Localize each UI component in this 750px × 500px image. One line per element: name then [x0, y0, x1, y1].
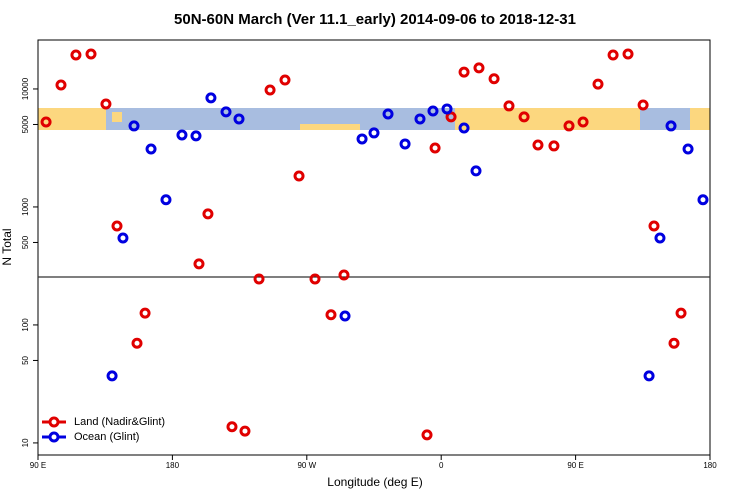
data-point — [233, 113, 245, 125]
data-point — [111, 220, 123, 232]
data-point — [160, 194, 172, 206]
y-tick-label: 10000 — [21, 77, 30, 100]
data-point — [131, 337, 143, 349]
data-point — [190, 130, 202, 142]
data-point — [106, 370, 118, 382]
data-point — [622, 48, 634, 60]
map-band — [38, 108, 710, 130]
data-point — [128, 120, 140, 132]
y-tick-label: 100 — [21, 318, 30, 332]
data-point — [637, 99, 649, 111]
data-point — [675, 307, 687, 319]
data-point — [293, 170, 305, 182]
data-point — [458, 122, 470, 134]
data-point — [40, 116, 52, 128]
data-point — [325, 309, 337, 321]
legend-marker — [48, 431, 60, 443]
data-point — [427, 105, 439, 117]
data-point — [563, 120, 575, 132]
x-tick-label: 0 — [439, 461, 444, 470]
x-tick-label: 90 W — [297, 461, 316, 470]
data-point — [473, 62, 485, 74]
data-point — [55, 79, 67, 91]
y-tick-label: 5000 — [21, 115, 30, 133]
data-point — [445, 111, 457, 123]
data-point — [421, 429, 433, 441]
y-tick-label: 500 — [21, 235, 30, 249]
y-tick-label: 1000 — [21, 197, 30, 215]
y-axis-label: N Total — [0, 228, 14, 265]
data-point — [117, 232, 129, 244]
y-tick-label: 10 — [21, 438, 30, 447]
data-point — [441, 103, 453, 115]
legend-label: Ocean (Glint) — [74, 431, 139, 443]
data-point — [399, 138, 411, 150]
data-point — [139, 307, 151, 319]
plot-frame — [37, 39, 711, 456]
data-point — [648, 220, 660, 232]
data-point — [668, 337, 680, 349]
data-point — [532, 139, 544, 151]
data-point — [368, 127, 380, 139]
data-point — [414, 113, 426, 125]
data-point — [356, 133, 368, 145]
data-point — [548, 140, 560, 152]
chart-title: 50N-60N March (Ver 11.1_early) 2014-09-0… — [174, 11, 576, 28]
x-tick-label: 180 — [166, 461, 180, 470]
data-point — [382, 108, 394, 120]
data-point — [145, 143, 157, 155]
data-point — [682, 143, 694, 155]
data-point — [176, 129, 188, 141]
x-tick-label: 90 E — [30, 461, 46, 470]
data-point — [697, 194, 709, 206]
data-point — [253, 273, 265, 285]
legend-label: Land (Nadir&Glint) — [74, 416, 165, 428]
data-point — [607, 49, 619, 61]
data-point — [193, 258, 205, 270]
data-point — [309, 273, 321, 285]
y-tick-label: 50 — [21, 355, 30, 364]
data-point — [643, 370, 655, 382]
data-point — [226, 421, 238, 433]
data-point — [100, 98, 112, 110]
data-point — [239, 425, 251, 437]
data-point — [654, 232, 666, 244]
x-axis-label: Longitude (deg E) — [327, 475, 422, 489]
data-point — [503, 100, 515, 112]
data-point — [338, 269, 350, 281]
data-point — [85, 48, 97, 60]
x-tick-label: 90 E — [567, 461, 583, 470]
data-point — [429, 142, 441, 154]
data-point — [470, 165, 482, 177]
x-tick-label: 180 — [703, 461, 717, 470]
data-point — [339, 310, 351, 322]
data-point — [205, 92, 217, 104]
data-point — [488, 73, 500, 85]
data-point — [518, 111, 530, 123]
data-point — [70, 49, 82, 61]
legend-marker — [48, 416, 60, 428]
data-point — [665, 120, 677, 132]
data-point — [279, 74, 291, 86]
data-point — [458, 66, 470, 78]
data-point — [220, 106, 232, 118]
data-point — [264, 84, 276, 96]
data-point — [577, 116, 589, 128]
data-point — [592, 78, 604, 90]
data-point — [202, 208, 214, 220]
